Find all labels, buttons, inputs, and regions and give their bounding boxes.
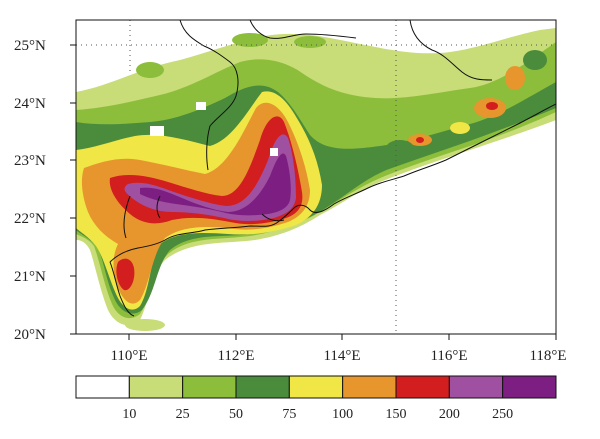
lat-label-23: 23°N (14, 153, 46, 169)
colorbar-swatch (235, 375, 290, 399)
lat-label-21: 21°N (14, 269, 46, 285)
lat-axis (70, 44, 76, 335)
lat-label-25: 25°N (14, 38, 46, 54)
colorbar-swatch (342, 375, 397, 399)
lat-label-20: 20°N (14, 327, 46, 343)
province-borders (123, 20, 493, 239)
lon-label-110: 110°E (110, 348, 147, 364)
plot-frame (75, 19, 557, 335)
colorbar-swatch (502, 375, 557, 399)
colorbar-swatch (128, 375, 184, 399)
lon-label-114: 114°E (323, 348, 360, 364)
lon-label-118: 118°E (529, 348, 566, 364)
colorbar-swatch (182, 375, 237, 399)
colorbar-level-label: 200 (439, 407, 460, 422)
colorbar: 10 25 50 75 100 150 200 250 (75, 375, 557, 422)
lat-label-24: 24°N (14, 96, 46, 112)
precipitation-field (76, 28, 556, 331)
colorbar-level-label: 50 (229, 407, 243, 422)
colorbar-level-label: 250 (492, 407, 513, 422)
colorbar-level-label: 25 (176, 407, 190, 422)
colorbar-swatch (75, 375, 130, 399)
colorbar-swatch (395, 375, 450, 399)
colorbar-swatch (288, 375, 344, 399)
lon-axis (128, 334, 557, 340)
coastline (109, 103, 556, 317)
gridlines (76, 20, 556, 334)
colorbar-level-label: 100 (332, 407, 353, 422)
colorbar-level-label: 150 (386, 407, 407, 422)
colorbar-level-label: 10 (122, 407, 136, 422)
colorbar-swatch (448, 375, 504, 399)
colorbar-level-label: 75 (282, 407, 296, 422)
lon-label-112: 112°E (217, 348, 254, 364)
lon-label-116: 116°E (430, 348, 467, 364)
lat-label-22: 22°N (14, 211, 46, 227)
